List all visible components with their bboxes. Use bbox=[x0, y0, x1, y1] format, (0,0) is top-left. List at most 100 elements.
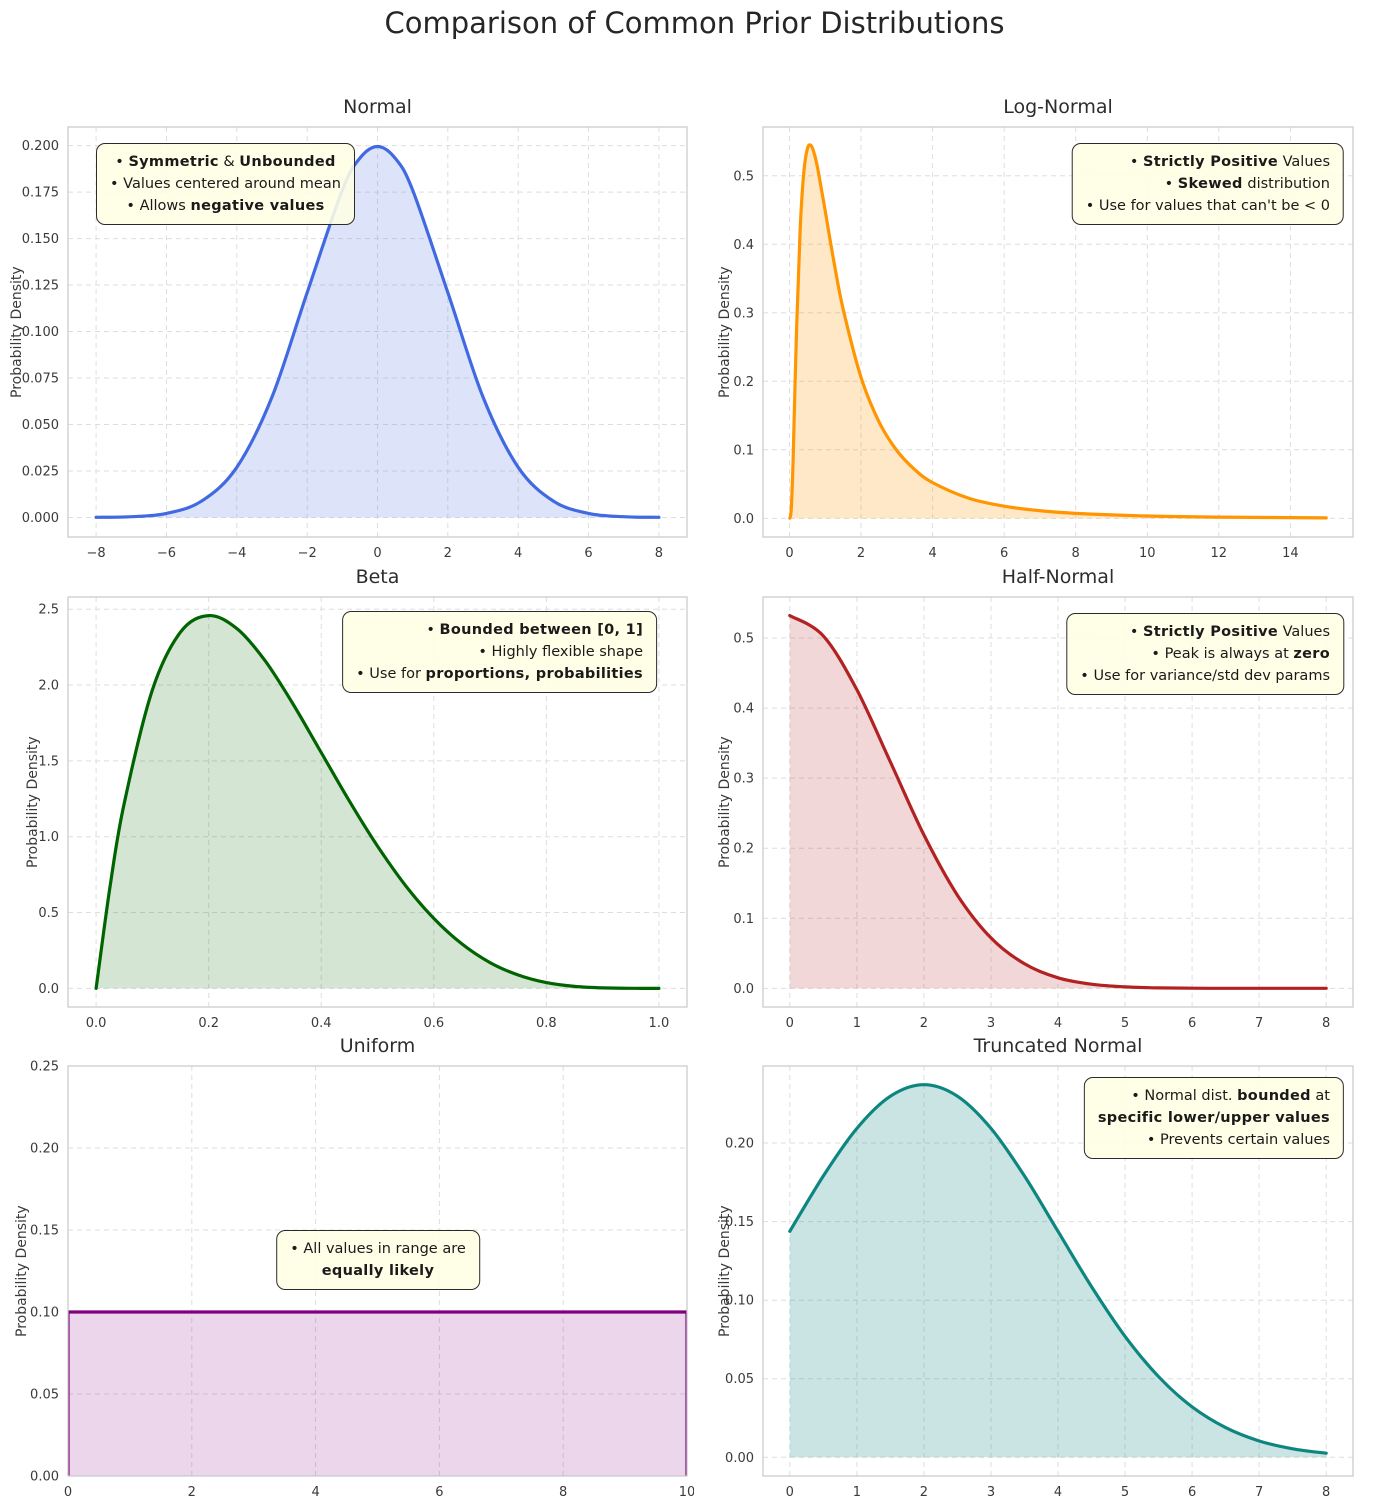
curve-uniform bbox=[68, 1310, 687, 1476]
x-tick-label: 1 bbox=[853, 1485, 861, 1500]
x-tick-label: 6 bbox=[435, 1485, 443, 1500]
annotation-line: • Allows negative values bbox=[126, 198, 325, 215]
y-tick-label: 0.00 bbox=[725, 1451, 754, 1466]
annotation-line: specific lower/upper values bbox=[1097, 1110, 1330, 1127]
y-tick-label: 1.5 bbox=[38, 754, 59, 769]
chart-title: Beta bbox=[355, 566, 400, 588]
x-tick-label: 3 bbox=[987, 1016, 995, 1031]
curve-halfnormal bbox=[788, 614, 1328, 990]
area-fill-halfnormal bbox=[789, 615, 1327, 989]
x-tick-label: 5 bbox=[1121, 1485, 1129, 1500]
annotation-line: • Skewed distribution bbox=[1164, 176, 1330, 193]
area-fill-lognormal bbox=[789, 144, 1327, 519]
x-tick-label: 0 bbox=[786, 1485, 794, 1500]
y-tick-label: 0.175 bbox=[22, 186, 59, 201]
x-tick-label: 1 bbox=[853, 1016, 861, 1031]
annotation-line: • Strictly Positive Values bbox=[1129, 154, 1330, 170]
y-tick-label: 0.00 bbox=[30, 1470, 59, 1485]
chart-canvas-uniform: 0 2 4 6 8 10 0.00 0.05 0.10 0.15 0.20 0.25 bbox=[30, 1060, 694, 1501]
y-tick-label: 0.1 bbox=[733, 912, 754, 927]
chart-title: Log-Normal bbox=[1003, 96, 1113, 118]
x-tick-label: 6 bbox=[1188, 1016, 1196, 1031]
x-tick-label: 2 bbox=[920, 1485, 928, 1500]
y-tick-label: 0.000 bbox=[22, 511, 59, 526]
x-tick-label: 0.4 bbox=[311, 1016, 332, 1031]
annotation-line: • Strictly Positive Values bbox=[1129, 624, 1330, 640]
axes-spine bbox=[762, 126, 1354, 538]
annotation-box: • Bounded between [0, 1] • Highly flexibl… bbox=[342, 611, 657, 694]
chart-title: Truncated Normal bbox=[973, 1035, 1143, 1057]
x-tick-label: 12 bbox=[1211, 546, 1228, 561]
y-tick-label: 0.100 bbox=[22, 325, 59, 340]
x-tick-label: 1.0 bbox=[649, 1016, 670, 1031]
x-tick-label: 6 bbox=[1188, 1485, 1196, 1500]
x-tick-label: 3 bbox=[987, 1485, 995, 1500]
x-tick-label: 0 bbox=[64, 1485, 72, 1500]
x-tick-label: 0.0 bbox=[86, 1016, 107, 1031]
annotation-box: • Symmetric & Unbounded • Values centered… bbox=[96, 143, 355, 226]
annotation-line: • All values in range are bbox=[290, 1241, 466, 1257]
y-tick-label: 0.20 bbox=[725, 1137, 754, 1152]
curve-truncnormal bbox=[788, 1083, 1328, 1455]
x-tick-label: 8 bbox=[559, 1485, 567, 1500]
y-tick-label: 0.20 bbox=[30, 1142, 59, 1157]
x-tick-label: 2 bbox=[920, 1016, 928, 1031]
x-tick-label: 4 bbox=[514, 546, 522, 561]
area-fill-truncnormal bbox=[789, 1084, 1327, 1458]
panel-uniform: Uniform Probability Density 0 2 4 6 8 10 0.00 0… bbox=[0, 1027, 694, 1507]
y-tick-label: 0.25 bbox=[30, 1060, 59, 1075]
y-tick-label: 1.0 bbox=[38, 830, 59, 845]
y-tick-label: 0.5 bbox=[38, 906, 59, 921]
y-tick-label: 0.025 bbox=[22, 465, 59, 480]
panel-lognormal: Log-Normal Probability Density 0 2 4 6 8 10 12… bbox=[694, 88, 1389, 568]
x-tick-label: 10 bbox=[679, 1485, 694, 1500]
annotation-line: • Use for values that can't be < 0 bbox=[1085, 198, 1330, 215]
y-tick-label: 0.200 bbox=[22, 139, 59, 154]
y-tick-label: 0.5 bbox=[733, 632, 754, 647]
axes-spine bbox=[762, 1065, 1354, 1477]
x-tick-label: 4 bbox=[1054, 1485, 1062, 1500]
annotation-line: • Highly flexible shape bbox=[478, 644, 643, 661]
y-tick-label: 0.0 bbox=[733, 512, 754, 527]
figure-title: Comparison of Common Prior Distributions bbox=[384, 6, 1005, 40]
annotation-box: • Strictly Positive Values • Peak is alwa… bbox=[1066, 613, 1344, 696]
annotation-line: • Symmetric & Unbounded bbox=[115, 154, 336, 170]
annotation-line: • Prevents certain values bbox=[1146, 1132, 1330, 1149]
x-tick-label: 0 bbox=[373, 546, 381, 561]
annotation-line: • Values centered around mean bbox=[110, 176, 341, 193]
curve-lognormal bbox=[788, 143, 1328, 520]
x-tick-label: 4 bbox=[928, 546, 936, 561]
chart-title: Normal bbox=[343, 96, 412, 118]
annotation-line: equally likely bbox=[321, 1263, 435, 1280]
axes-spine bbox=[762, 596, 1354, 1008]
x-tick-label: 7 bbox=[1255, 1016, 1263, 1031]
y-tick-label: 0.3 bbox=[733, 772, 754, 787]
x-tick-label: 5 bbox=[1121, 1016, 1129, 1031]
y-tick-label: 0.0 bbox=[733, 982, 754, 997]
y-tick-label: 0.10 bbox=[725, 1294, 754, 1309]
x-tick-label: 10 bbox=[1139, 546, 1156, 561]
annotation-line: • Use for variance/std dev params bbox=[1080, 668, 1330, 685]
x-tick-label: 2 bbox=[857, 546, 865, 561]
x-tick-label: 7 bbox=[1255, 1485, 1263, 1500]
y-tick-label: 2.0 bbox=[38, 679, 59, 694]
curve-normal bbox=[94, 144, 661, 519]
axes-spine bbox=[67, 126, 688, 538]
x-tick-label: −2 bbox=[298, 546, 317, 561]
y-tick-label: 0.10 bbox=[30, 1306, 59, 1321]
x-tick-label: 8 bbox=[1322, 1016, 1330, 1031]
y-tick-label: 0.05 bbox=[30, 1388, 59, 1403]
x-tick-label: 6 bbox=[584, 546, 592, 561]
x-tick-label: 2 bbox=[444, 546, 452, 561]
y-tick-label: 2.5 bbox=[38, 603, 59, 618]
y-tick-label: 0.0 bbox=[38, 982, 59, 997]
area-fill-beta bbox=[96, 615, 659, 989]
x-tick-label: −8 bbox=[87, 546, 106, 561]
y-tick-label: 0.15 bbox=[725, 1215, 754, 1230]
y-tick-label: 0.3 bbox=[733, 306, 754, 321]
panel-normal: Normal Probability Density −8 −6 −4 −2 0 2 4 6 8… bbox=[0, 88, 694, 568]
x-tick-label: −6 bbox=[157, 546, 176, 561]
